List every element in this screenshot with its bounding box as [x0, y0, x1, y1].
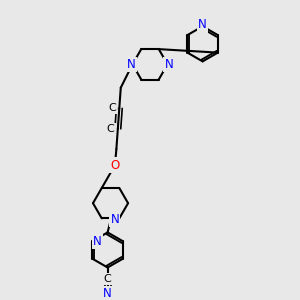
Text: C: C: [104, 274, 112, 284]
Text: N: N: [198, 18, 207, 31]
Text: O: O: [110, 159, 119, 172]
Text: N: N: [103, 287, 112, 300]
Text: N: N: [127, 58, 135, 71]
Text: N: N: [165, 58, 173, 71]
Text: C: C: [107, 124, 114, 134]
Text: N: N: [110, 213, 119, 226]
Text: N: N: [93, 235, 102, 248]
Text: C: C: [108, 103, 116, 113]
